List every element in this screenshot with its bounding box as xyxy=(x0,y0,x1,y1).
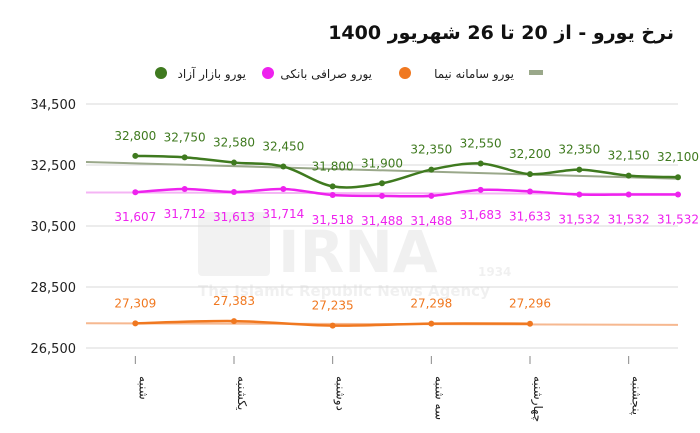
legend-trend-marker xyxy=(529,70,543,75)
watermark-logo xyxy=(198,212,270,276)
y-tick-label: 34,500 xyxy=(31,98,77,113)
data-point xyxy=(527,171,533,178)
data-point xyxy=(280,185,287,192)
series-line-2 xyxy=(135,187,678,198)
data-label: 32,100 xyxy=(657,150,699,164)
data-point xyxy=(625,191,632,198)
data-label: 31,633 xyxy=(509,209,551,223)
x-tick-label: چهارشنبه xyxy=(530,376,545,422)
y-tick-label: 28,500 xyxy=(31,281,77,296)
x-tick-label: سه شنبه xyxy=(432,376,446,420)
data-point xyxy=(477,160,484,167)
data-point xyxy=(576,191,583,198)
data-label: 27,309 xyxy=(114,296,156,310)
data-point xyxy=(428,166,435,173)
data-point xyxy=(280,163,287,170)
y-tick-label: 32,500 xyxy=(31,159,77,174)
data-point xyxy=(132,152,139,159)
data-label: 32,800 xyxy=(114,129,156,143)
data-label: 32,200 xyxy=(509,147,551,161)
data-label: 27,298 xyxy=(410,297,452,311)
chart-legend: یورو بازار آزاد یورو صرافی بانکی یورو ساما… xyxy=(155,66,543,82)
data-point xyxy=(625,172,632,179)
x-tick-label: پنجشنبه xyxy=(630,376,644,415)
data-label: 31,488 xyxy=(361,214,403,228)
data-point xyxy=(231,159,237,166)
y-tick-label: 30,500 xyxy=(31,220,77,235)
data-label: 32,580 xyxy=(213,136,255,150)
legend-label-1: یورو بازار آزاد xyxy=(178,66,246,82)
watermark-brand: IRNA xyxy=(278,218,438,286)
x-tick-label: دوشنبه xyxy=(333,376,348,411)
data-label: 27,383 xyxy=(213,294,255,308)
data-label: 32,750 xyxy=(164,130,206,144)
x-axis: شنبه یکشنبه دوشنبه سه شنبه چهارشنبه پنجشنبه xyxy=(134,356,644,422)
data-point xyxy=(329,322,336,329)
data-label: 31,532 xyxy=(558,213,600,227)
data-point xyxy=(428,192,435,199)
data-point xyxy=(675,174,681,181)
data-point xyxy=(181,186,188,193)
x-tick-label: شنبه xyxy=(136,376,150,400)
legend-marker-3 xyxy=(399,67,411,79)
data-point xyxy=(329,183,336,190)
data-point xyxy=(477,186,484,193)
data-point xyxy=(132,320,139,327)
data-labels: 32,800 32,750 32,580 32,450 31,800 31,900 32,3… xyxy=(114,129,699,313)
legend-label-3: یورو سامانه نیما xyxy=(434,67,514,82)
data-point xyxy=(379,192,385,199)
data-label: 32,350 xyxy=(410,143,452,157)
watermark-year: 1934 xyxy=(478,265,511,279)
data-label: 31,488 xyxy=(410,214,452,228)
data-label: 31,532 xyxy=(657,213,699,227)
data-point xyxy=(379,180,385,187)
y-axis: 34,500 32,500 30,500 28,500 26,500 xyxy=(31,98,77,357)
data-label: 32,550 xyxy=(460,136,502,150)
data-label: 31,613 xyxy=(213,210,255,224)
x-tick-label: یکشنبه xyxy=(235,376,249,410)
chart-title: نرخ یورو - از 20 تا 26 شهریور 1400 xyxy=(328,22,674,44)
legend-marker-1 xyxy=(155,67,167,79)
legend-marker-2 xyxy=(262,67,274,79)
data-label: 31,714 xyxy=(262,207,304,221)
data-point xyxy=(181,154,188,161)
data-point xyxy=(132,189,139,196)
data-point xyxy=(231,318,237,325)
series-points xyxy=(132,152,681,329)
data-point xyxy=(576,166,583,173)
data-label: 31,532 xyxy=(608,213,650,227)
data-label: 27,296 xyxy=(509,297,551,311)
y-tick-label: 26,500 xyxy=(31,342,77,357)
data-point xyxy=(428,320,435,327)
data-label: 31,607 xyxy=(114,210,156,224)
grid-lines xyxy=(86,103,678,349)
data-point xyxy=(675,191,681,198)
data-label: 31,712 xyxy=(164,207,206,221)
data-label: 31,518 xyxy=(312,213,354,227)
data-label: 32,450 xyxy=(262,140,304,154)
data-point xyxy=(527,188,533,195)
series-line-1 xyxy=(135,154,679,189)
data-point xyxy=(527,320,533,327)
data-point xyxy=(231,189,237,196)
data-label: 31,800 xyxy=(312,159,354,173)
data-label: 32,350 xyxy=(558,143,600,157)
data-label: 27,235 xyxy=(312,299,354,313)
data-label: 31,683 xyxy=(460,208,502,222)
data-point xyxy=(329,191,336,198)
trend-line-1 xyxy=(85,160,679,180)
data-label: 31,900 xyxy=(361,156,403,170)
legend-label-2: یورو صرافی بانکی xyxy=(280,67,372,82)
data-label: 32,150 xyxy=(608,149,650,163)
